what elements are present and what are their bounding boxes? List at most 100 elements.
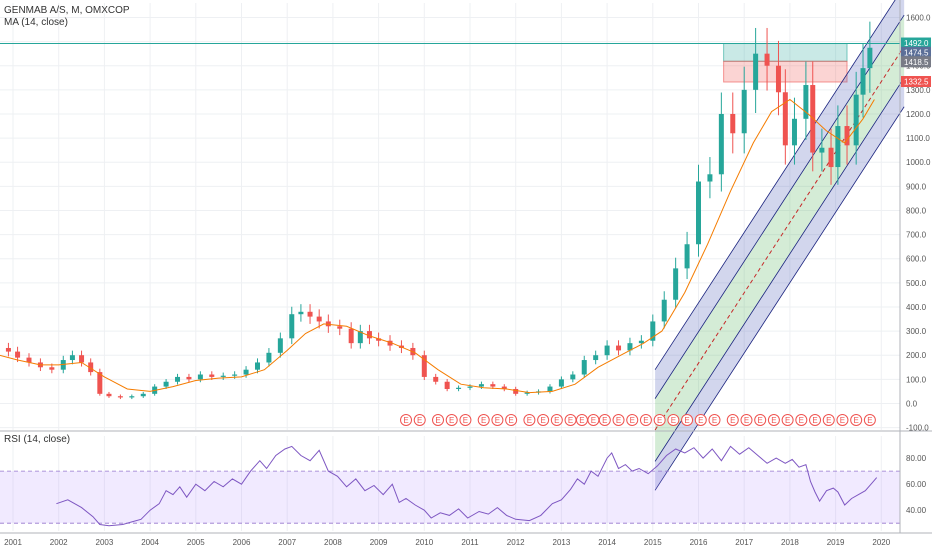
moving-average	[0, 98, 875, 394]
y-tick-label: 1300.0	[906, 86, 931, 95]
x-tick-label: 2015	[644, 538, 662, 547]
candle-body	[853, 94, 859, 146]
candle-body	[638, 340, 644, 344]
event-marker: E	[850, 414, 863, 426]
x-tick-label: 2016	[690, 538, 708, 547]
candles	[5, 21, 873, 400]
candle-body	[828, 147, 834, 168]
x-tick-label: 2002	[50, 538, 68, 547]
event-marker-circle	[612, 414, 625, 426]
event-marker-label: E	[508, 416, 513, 425]
rsi-line	[56, 445, 878, 527]
candle-body	[730, 113, 736, 134]
event-marker-circle	[667, 414, 680, 426]
x-tick-label: 2014	[598, 538, 616, 547]
event-marker: E	[537, 414, 550, 426]
x-tick-label: 2013	[553, 538, 571, 547]
price-label-box	[901, 46, 931, 58]
rsi-pane: 80.00 60.00 40.00	[0, 445, 927, 527]
candle-body	[88, 362, 94, 373]
event-marker-circle	[639, 414, 652, 426]
event-marker-circle	[836, 414, 849, 426]
y-tick-label: 1600.0	[906, 13, 931, 22]
event-marker-circle	[726, 414, 739, 426]
event-marker-label: E	[657, 416, 662, 425]
x-tick-label: 2009	[370, 538, 388, 547]
event-marker-label: E	[826, 416, 831, 425]
event-marker-label: E	[698, 416, 703, 425]
event-marker-circle	[445, 414, 458, 426]
event-marker: E	[477, 414, 490, 426]
candle-body	[764, 53, 770, 66]
event-marker-label: E	[712, 416, 717, 425]
event-marker: E	[836, 414, 849, 426]
candle-body	[741, 89, 747, 134]
event-marker-label: E	[602, 416, 607, 425]
main-grid	[0, 3, 900, 531]
event-marker-label: E	[579, 416, 584, 425]
candle-body	[15, 351, 21, 358]
event-marker: E	[445, 414, 458, 426]
event-marker-circle	[681, 414, 694, 426]
event-marker: E	[740, 414, 753, 426]
event-marker-circle	[477, 414, 490, 426]
candle-body	[79, 355, 85, 363]
candle-body	[337, 326, 343, 329]
candle-body	[69, 355, 75, 361]
event-marker-circle	[767, 414, 780, 426]
event-marker: E	[612, 414, 625, 426]
event-marker: E	[587, 414, 600, 426]
event-marker-label: E	[840, 416, 845, 425]
regression-channel	[654, 0, 905, 491]
rsi-y-tick-label: 40.00	[906, 506, 927, 515]
x-tick-label: 2008	[324, 538, 342, 547]
event-marker-label: E	[785, 416, 790, 425]
candle-body	[289, 314, 295, 339]
x-tick-label: 2004	[141, 538, 159, 547]
event-marker-label: E	[730, 416, 735, 425]
event-marker-circle	[694, 414, 707, 426]
price-label-box	[901, 76, 931, 88]
price-label-box	[901, 37, 931, 49]
candle-body	[316, 316, 322, 322]
event-marker-circle	[550, 414, 563, 426]
candle-body	[129, 396, 135, 398]
event-marker-circle	[850, 414, 863, 426]
candle-body	[387, 340, 393, 346]
candle-body	[5, 347, 11, 352]
event-marker: E	[781, 414, 794, 426]
event-marker-circle	[432, 414, 445, 426]
candle-body	[197, 374, 203, 380]
candle-body	[513, 388, 519, 394]
event-marker-label: E	[435, 416, 440, 425]
candle-body	[433, 376, 439, 382]
candle-body	[325, 321, 331, 327]
event-marker: E	[550, 414, 563, 426]
channel-band-outer	[655, 77, 905, 491]
event-marker-label: E	[643, 416, 648, 425]
event-marker-label: E	[771, 416, 776, 425]
x-tick-label: 2005	[187, 538, 205, 547]
event-marker-circle	[822, 414, 835, 426]
event-marker: E	[708, 414, 721, 426]
x-tick-label: 2001	[4, 538, 22, 547]
event-marker-label: E	[481, 416, 486, 425]
candle-body	[661, 299, 667, 322]
pane-dividers	[0, 0, 932, 534]
x-tick-label: 2020	[872, 538, 890, 547]
event-marker-circle	[400, 414, 413, 426]
event-marker-circle	[781, 414, 794, 426]
x-tick-label: 2018	[781, 538, 799, 547]
ma-line	[0, 98, 875, 394]
event-marker: E	[822, 414, 835, 426]
candle-body	[163, 381, 169, 387]
candle-body	[616, 345, 622, 351]
event-marker-label: E	[463, 416, 468, 425]
event-marker-circle	[598, 414, 611, 426]
y-tick-label: 300.0	[906, 327, 927, 336]
event-marker-label: E	[867, 416, 872, 425]
candle-body	[97, 372, 103, 394]
event-marker-label: E	[616, 416, 621, 425]
event-marker: E	[639, 414, 652, 426]
